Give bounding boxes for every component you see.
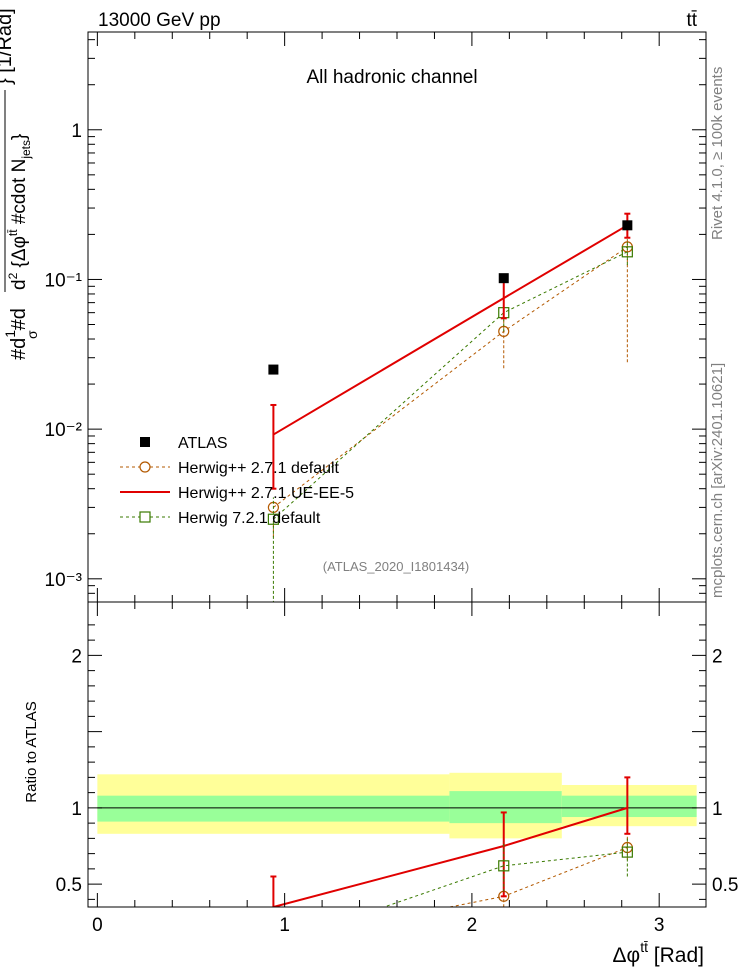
series-line — [382, 851, 628, 907]
svg-text:d2σttd: d2σttd — [0, 163, 4, 205]
legend: ATLAS Herwig++ 2.7.1 default Herwig++ 2.7.… — [120, 435, 354, 527]
series-line — [447, 847, 628, 907]
ratio-y-tick-label: 2 — [71, 646, 82, 667]
data-point — [267, 513, 279, 525]
uncertainty-band-green — [561, 795, 697, 818]
x-tick-label: 2 — [467, 915, 478, 936]
legend-label: Herwig++ 2.7.1 UE-EE-5 — [178, 485, 354, 502]
svg-text:#d1σ#d: #d1 σ#d — [2, 308, 40, 360]
mcplots-label: mcplots.cern.ch [arXiv:2401.10621] — [709, 363, 726, 598]
ratio-y-tick-label-right: 0.5 — [712, 875, 738, 896]
series-line — [272, 224, 628, 436]
data-point — [268, 937, 278, 947]
legend-label: Herwig 7.2.1 default — [178, 510, 321, 527]
legend-label: Herwig++ 2.7.1 default — [178, 460, 340, 477]
legend-label: ATLAS — [178, 435, 228, 452]
x-tick-label: 3 — [654, 915, 665, 936]
ratio-panel: 0 1 2 3 0.5 0.5 1 1 2 2 Ratio to ATLAS Δφtt̄ [Rad… — [23, 601, 738, 967]
x-tick-label: 0 — [92, 915, 103, 936]
analysis-watermark: (ATLAS_2020_I1801434) — [323, 559, 469, 574]
uncertainty-band-green — [449, 791, 562, 824]
svg-text:} [1/Rad]: } [1/Rad] — [0, 8, 16, 85]
y-tick-label: 10⁻³ — [45, 570, 83, 591]
y-tick-label: 1 — [71, 121, 82, 142]
legend-marker — [139, 511, 151, 523]
ratio-frame — [87, 601, 707, 908]
main-panel: 10⁻³ 10⁻² 10⁻¹ 1 All hadronic channel (ATLA… — [0, 8, 707, 603]
x-tick-label: 1 — [279, 915, 290, 936]
legend-marker — [140, 437, 150, 447]
svg-text:d2 {Δφtt̄ #cdot Njets}: d2 {Δφtt̄ #cdot Njets} — [6, 134, 33, 290]
rivet-version-label: Rivet 4.1.0, ≥ 100k events — [709, 67, 726, 240]
ratio-y-tick-label: 1 — [71, 799, 82, 820]
ratio-y-tick-label-right: 2 — [712, 646, 723, 667]
data-point — [498, 860, 510, 872]
main-y-axis-label: #d1σ#d d2 {Δφtt̄ #cdot Njets} d2σttd } [… — [0, 8, 40, 360]
series-line — [273, 251, 628, 520]
data-point — [498, 273, 509, 284]
y-tick-label: 10⁻² — [45, 420, 83, 441]
ratio-y-tick-label-right: 1 — [712, 799, 723, 820]
chart-title: All hadronic channel — [306, 67, 477, 88]
energy-label: 13000 GeV pp — [98, 10, 221, 31]
process-label: tt̄ — [686, 10, 697, 31]
y-tick-label: 10⁻¹ — [45, 270, 83, 291]
ratio-y-tick-label: 0.5 — [56, 875, 82, 896]
data-point — [622, 220, 633, 231]
legend-marker — [139, 461, 151, 473]
data-point — [268, 940, 278, 950]
ratio-y-axis-label: Ratio to ATLAS — [23, 701, 40, 802]
x-axis-label: Δφtt̄ [Rad] — [613, 939, 704, 967]
data-point — [621, 246, 633, 258]
data-point — [268, 364, 279, 375]
uncertainty-band-green — [97, 795, 450, 822]
data-point — [621, 846, 633, 858]
